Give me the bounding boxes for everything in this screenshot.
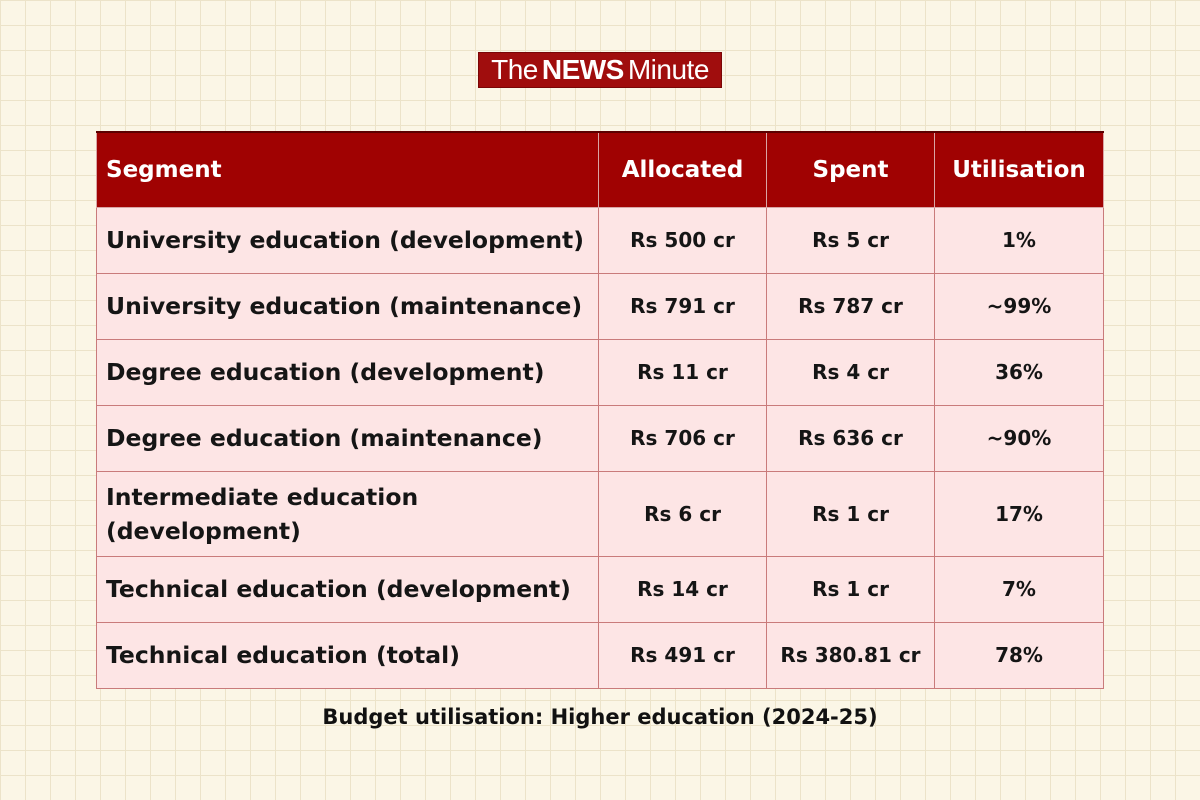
spent-cell: Rs 787 cr (766, 272, 935, 340)
header-segment: Segment (96, 131, 599, 208)
allocated-cell: Rs 491 cr (598, 621, 767, 689)
spent-cell: Rs 380.81 cr (766, 621, 935, 689)
segment-cell: Technical education (development) (96, 555, 599, 623)
segment-cell: Degree education (maintenance) (96, 404, 599, 472)
utilisation-cell: ~99% (934, 272, 1104, 340)
spent-cell: Rs 4 cr (766, 338, 935, 406)
table-caption: Budget utilisation: Higher education (20… (322, 705, 878, 729)
table-row: Degree education (maintenance) Rs 706 cr… (96, 404, 1104, 472)
header-spent: Spent (766, 131, 935, 208)
allocated-cell: Rs 791 cr (598, 272, 767, 340)
allocated-cell: Rs 14 cr (598, 555, 767, 623)
utilisation-cell: 1% (934, 206, 1104, 274)
utilisation-cell: 36% (934, 338, 1104, 406)
logo-text-news: NEWS (541, 54, 625, 85)
allocated-cell: Rs 706 cr (598, 404, 767, 472)
segment-cell: University education (development) (96, 206, 599, 274)
logo-text-the: The (491, 54, 538, 85)
allocated-cell: Rs 6 cr (598, 470, 767, 557)
spent-cell: Rs 5 cr (766, 206, 935, 274)
logo-text-minute: Minute (627, 54, 710, 85)
utilisation-cell: 7% (934, 555, 1104, 623)
segment-cell: Technical education (total) (96, 621, 599, 689)
utilisation-cell: 78% (934, 621, 1104, 689)
table-row: Intermediate education (development) Rs … (96, 470, 1104, 557)
table-row: Technical education (total) Rs 491 cr Rs… (96, 621, 1104, 689)
header-allocated: Allocated (598, 131, 767, 208)
utilisation-cell: 17% (934, 470, 1104, 557)
table-row: University education (maintenance) Rs 79… (96, 272, 1104, 340)
allocated-cell: Rs 500 cr (598, 206, 767, 274)
segment-cell: Degree education (development) (96, 338, 599, 406)
budget-table: Segment Allocated Spent Utilisation Univ… (96, 131, 1104, 689)
spent-cell: Rs 1 cr (766, 555, 935, 623)
spent-cell: Rs 636 cr (766, 404, 935, 472)
table-row: University education (development) Rs 50… (96, 206, 1104, 274)
allocated-cell: Rs 11 cr (598, 338, 767, 406)
table-row: Technical education (development) Rs 14 … (96, 555, 1104, 623)
utilisation-cell: ~90% (934, 404, 1104, 472)
table-row: Degree education (development) Rs 11 cr … (96, 338, 1104, 406)
spent-cell: Rs 1 cr (766, 470, 935, 557)
segment-cell: University education (maintenance) (96, 272, 599, 340)
segment-cell: Intermediate education (development) (96, 470, 599, 557)
table-header-row: Segment Allocated Spent Utilisation (96, 131, 1104, 208)
brand-logo: The NEWS Minute (478, 52, 722, 88)
header-utilisation: Utilisation (934, 131, 1104, 208)
